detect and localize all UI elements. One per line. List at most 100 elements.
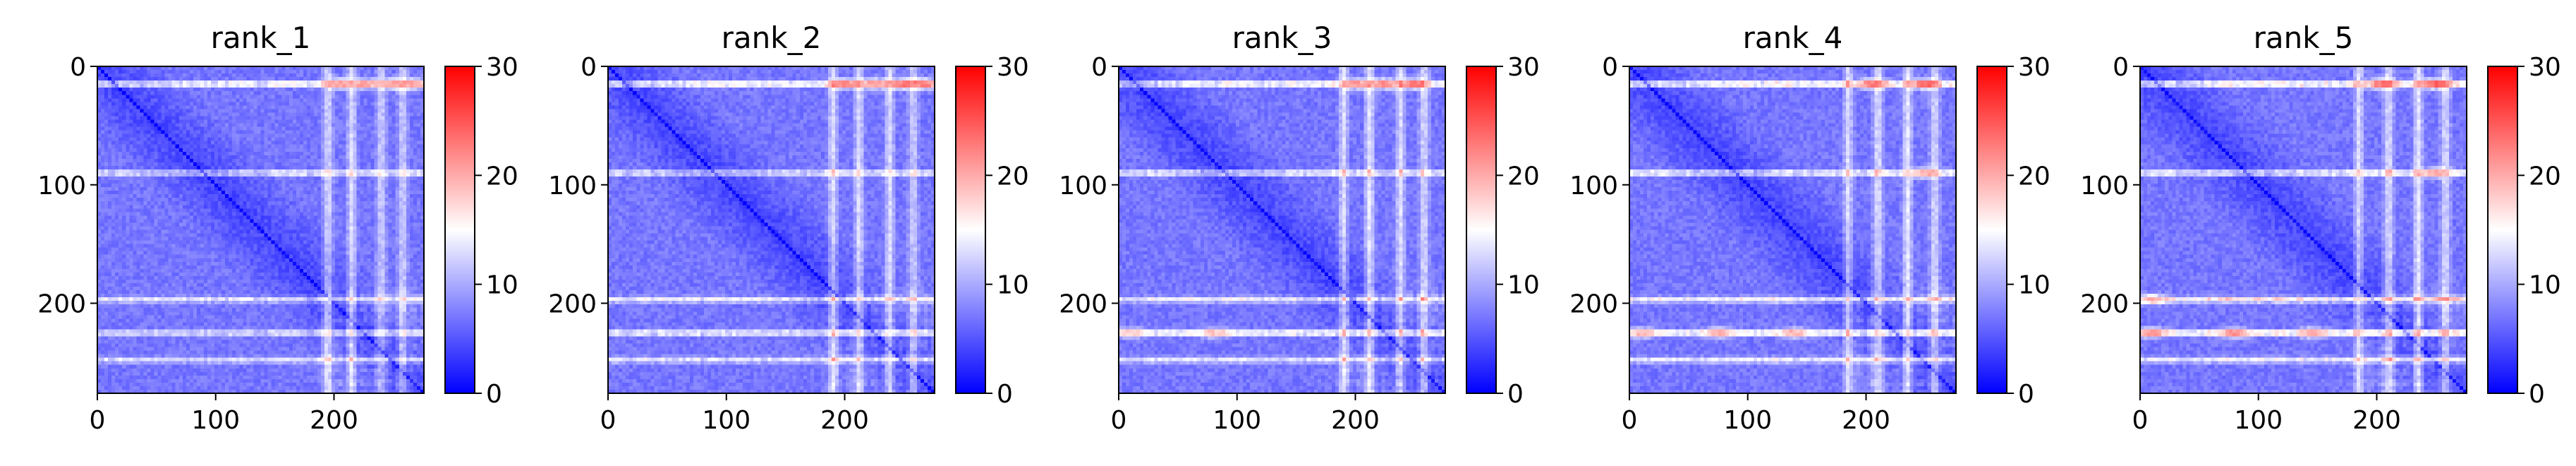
heatmap-cell	[225, 194, 229, 198]
heatmap-cell	[108, 141, 112, 145]
heatmap-cell	[236, 131, 240, 135]
heatmap-cell	[317, 127, 322, 131]
heatmap-cell	[378, 237, 382, 241]
heatmap-cell	[193, 141, 198, 145]
heatmap-cell	[417, 194, 421, 198]
heatmap-cell	[108, 131, 112, 135]
heatmap-cell	[193, 201, 198, 205]
heatmap-cell	[243, 77, 247, 81]
heatmap-cell	[356, 134, 360, 138]
heatmap-cell	[314, 131, 318, 135]
heatmap-cell	[342, 173, 346, 177]
heatmap-cell	[250, 187, 254, 191]
heatmap-cell	[214, 198, 219, 202]
heatmap-cell	[221, 212, 226, 216]
heatmap-cell	[371, 152, 375, 156]
heatmap-cell	[353, 194, 357, 198]
heatmap-cell	[104, 187, 109, 191]
heatmap-cell	[250, 194, 254, 198]
heatmap-cell	[172, 138, 176, 142]
heatmap-cell	[257, 169, 261, 174]
heatmap-cell	[403, 222, 407, 227]
heatmap-cell	[342, 222, 346, 227]
heatmap-cell	[363, 138, 367, 142]
heatmap-cell	[214, 234, 219, 238]
heatmap-cell	[221, 205, 226, 209]
heatmap-cell	[335, 244, 339, 249]
heatmap-cell	[183, 255, 187, 259]
heatmap-cell	[253, 159, 257, 163]
heatmap-cell	[122, 80, 126, 85]
heatmap-cell	[143, 119, 147, 124]
heatmap-cell	[172, 248, 176, 252]
heatmap-cell	[218, 141, 222, 145]
heatmap-cell	[257, 201, 261, 205]
heatmap-cell	[147, 119, 151, 124]
heatmap-cell	[101, 248, 105, 252]
heatmap-cell	[115, 102, 119, 106]
heatmap-cell	[239, 191, 243, 195]
heatmap-cell	[111, 80, 116, 85]
heatmap-cell	[204, 138, 208, 142]
heatmap-cell	[183, 145, 187, 149]
heatmap-cell	[183, 222, 187, 227]
heatmap-cell	[389, 70, 393, 74]
heatmap-cell	[289, 88, 293, 92]
heatmap-cell	[265, 88, 269, 92]
heatmap-cell	[353, 184, 357, 188]
heatmap-cell	[307, 152, 311, 156]
heatmap-cell	[265, 212, 269, 216]
heatmap-cell	[101, 70, 105, 74]
heatmap-cell	[225, 226, 229, 230]
heatmap-cell	[279, 244, 283, 249]
heatmap-cell	[353, 208, 357, 213]
heatmap-cell	[375, 124, 379, 128]
heatmap-cell	[169, 187, 173, 191]
heatmap-cell	[133, 241, 137, 245]
heatmap-cell	[332, 73, 336, 78]
heatmap-cell	[353, 215, 357, 220]
heatmap-cell	[183, 198, 187, 202]
heatmap-cell	[158, 91, 162, 95]
heatmap-cell	[371, 251, 375, 256]
heatmap-cell	[197, 102, 201, 106]
heatmap-cell	[143, 127, 147, 131]
heatmap-cell	[232, 131, 236, 135]
heatmap-cell	[204, 212, 208, 216]
heatmap-cell	[360, 119, 364, 124]
heatmap-cell	[296, 105, 300, 109]
heatmap-cell	[169, 80, 173, 85]
heatmap-cell	[328, 80, 332, 85]
heatmap-cell	[317, 80, 322, 85]
heatmap-cell	[314, 251, 318, 256]
heatmap-cell	[122, 237, 126, 241]
heatmap-cell	[413, 212, 418, 216]
heatmap-cell	[214, 80, 219, 85]
heatmap-cell	[214, 145, 219, 149]
heatmap-cell	[154, 70, 159, 74]
heatmap-cell	[143, 116, 147, 120]
heatmap-cell	[250, 145, 254, 149]
heatmap-cell	[221, 141, 226, 145]
heatmap-cell	[286, 119, 290, 124]
heatmap-cell	[417, 191, 421, 195]
heatmap-cell	[200, 109, 205, 113]
heatmap-cell	[250, 127, 254, 131]
heatmap-cell	[122, 222, 126, 227]
heatmap-cell	[346, 208, 350, 213]
heatmap-cell	[129, 155, 133, 160]
heatmap-cell	[154, 169, 159, 174]
heatmap-cell	[183, 180, 187, 184]
heatmap-cell	[310, 73, 315, 78]
heatmap-cell	[214, 180, 219, 184]
heatmap-cell	[253, 212, 257, 216]
heatmap-cell	[232, 138, 236, 142]
heatmap-cell	[147, 255, 151, 259]
heatmap-cell	[243, 198, 247, 202]
heatmap-cell	[279, 212, 283, 216]
heatmap-cell	[197, 191, 201, 195]
heatmap-cell	[399, 109, 403, 113]
heatmap-cell	[406, 95, 411, 99]
heatmap-cell	[193, 70, 198, 74]
heatmap-cell	[115, 148, 119, 153]
